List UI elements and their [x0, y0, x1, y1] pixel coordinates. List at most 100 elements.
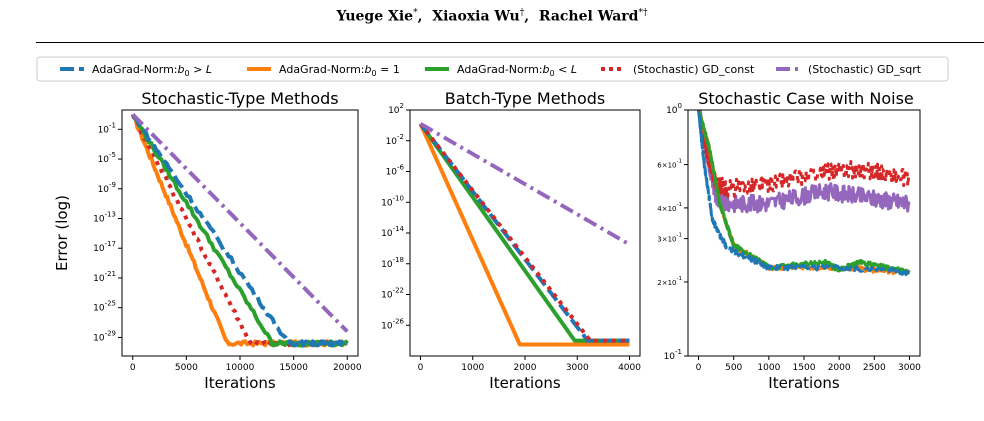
y-tick-label: 10-9: [98, 181, 116, 195]
y-tick-exponent: -22: [393, 287, 404, 295]
y-tick-label: 10-10: [381, 194, 404, 208]
x-tick-label: 2000: [828, 363, 851, 373]
figure-canvas: AdaGrad-Norm:b0 > L AdaGrad-Norm:b0 = 1 Ad…: [36, 56, 949, 392]
header-rule: [36, 42, 984, 43]
y-tick-mantissa: 10: [666, 106, 678, 116]
plot-frame: [687, 109, 921, 357]
x-tick-label: 1500: [793, 363, 816, 373]
y-tick-label: 3×10-1: [657, 233, 682, 244]
author-2-name: Xiaoxia Wu: [432, 8, 520, 25]
y-tick-exponent: -25: [105, 300, 116, 308]
y-tick-mantissa: 10: [93, 333, 105, 343]
legend: AdaGrad-Norm:b0 > L AdaGrad-Norm:b0 = 1 Ad…: [36, 56, 949, 82]
y-tick-mantissa: 10: [386, 137, 398, 147]
author-line: Yuege Xie*, Xiaoxia Wu†, Rachel Ward*†: [336, 8, 648, 25]
legend-math-rel: <: [555, 63, 571, 76]
legend-math-rel: >: [190, 63, 206, 76]
series-group: [418, 122, 631, 347]
y-tick-mantissa: 10: [386, 168, 398, 178]
author-1-mark: *: [413, 8, 418, 18]
y-tick-exponent: 2: [400, 102, 404, 110]
chart-panel-3: 0 500 1000 1500 2000 2500 3000Iterations1006×1…: [657, 89, 921, 392]
author-3-mark: *†: [638, 8, 648, 18]
x-tick-label: 15000: [279, 363, 308, 373]
author-1-name: Yuege Xie: [336, 8, 414, 25]
y-tick-mantissa: 10: [381, 291, 393, 301]
y-tick-label: 10-14: [381, 225, 404, 239]
x-axis-label: Iterations: [204, 374, 276, 392]
y-tick-label: 100: [666, 102, 682, 116]
author-3-name: Rachel Ward: [538, 8, 639, 25]
legend-label-2: AdaGrad-Norm:b0 = 1: [279, 63, 400, 78]
y-tick-exponent: -1: [677, 159, 682, 165]
series-line-2: [697, 110, 911, 199]
legend-label-text: (Stochastic) GD_sqrt: [808, 63, 922, 76]
y-tick-exponent: -5: [109, 151, 116, 159]
y-tick-exponent: -1: [675, 348, 682, 356]
legend-label-3: AdaGrad-Norm:b0 < L: [457, 63, 577, 78]
legend-math-var: b: [543, 63, 550, 76]
y-tick-exponent: -29: [105, 329, 116, 337]
y-tick-exponent: -1: [677, 202, 682, 208]
x-tick-label: 2500: [863, 363, 886, 373]
y-tick-label: 10-6: [386, 164, 405, 178]
y-tick-label: 6×10-1: [657, 159, 682, 170]
chart-title: Stochastic Case with Noise: [698, 89, 914, 108]
chart-title: Stochastic-Type Methods: [141, 89, 338, 108]
y-tick-mantissa: 10: [381, 260, 393, 270]
x-axis-label: Iterations: [768, 374, 840, 392]
legend-label-4: (Stochastic) GD_const: [633, 63, 755, 76]
series-line-5: [131, 113, 349, 333]
legend-label-text: AdaGrad-Norm:: [457, 63, 543, 76]
y-tick-mantissa: 10: [381, 229, 393, 239]
y-tick-exponent: -1: [677, 233, 682, 239]
y-tick-mantissa: 6×10: [657, 162, 676, 170]
y-tick-label: 10-29: [93, 329, 116, 343]
y-tick-exponent: -1: [677, 276, 682, 282]
y-tick-label: 10-5: [98, 151, 116, 165]
y-tick-exponent: -26: [393, 317, 405, 325]
y-tick-mantissa: 10: [93, 304, 105, 314]
author-2-mark: †: [519, 8, 525, 18]
y-tick-exponent: -10: [393, 194, 404, 202]
legend-math-sub: 0: [372, 69, 377, 78]
y-tick-exponent: -9: [109, 181, 116, 189]
y-tick-label: 10-1: [664, 348, 682, 362]
y-axis-label: Error (log): [53, 195, 71, 271]
y-tick-label: 10-13: [93, 211, 116, 225]
y-tick-exponent: -18: [393, 256, 404, 264]
y-tick-mantissa: 10: [381, 198, 393, 208]
y-tick-exponent: 0: [678, 102, 682, 110]
y-tick-mantissa: 10: [381, 321, 393, 331]
y-tick-exponent: -2: [397, 133, 404, 141]
y-tick-exponent: -6: [397, 164, 405, 172]
y-tick-label: 10-2: [386, 133, 404, 147]
legend-label-5: (Stochastic) GD_sqrt: [808, 63, 922, 76]
legend-math-rhs: L: [206, 63, 212, 76]
series-line-3: [418, 122, 630, 343]
legend-math-var: b: [178, 63, 185, 76]
x-tick-label: 0: [418, 363, 424, 373]
legend-math-sub: 0: [550, 69, 555, 78]
y-tick-exponent: -1: [109, 121, 116, 129]
legend-math-var: b: [365, 63, 372, 76]
y-tick-mantissa: 3×10: [657, 236, 676, 244]
legend-math-sub: 0: [185, 69, 190, 78]
y-tick-label: 4×10-1: [657, 202, 682, 213]
y-tick-label: 10-25: [93, 300, 116, 314]
series-line-5: [419, 122, 631, 247]
y-tick-mantissa: 10: [98, 155, 110, 165]
x-tick-label: 1000: [757, 363, 780, 373]
y-tick-label: 10-22: [381, 287, 404, 301]
y-tick-exponent: -14: [393, 225, 405, 233]
chart-title: Batch-Type Methods: [445, 89, 605, 108]
series-group: [697, 110, 911, 277]
y-tick-label: 102: [388, 102, 404, 116]
x-tick-label: 0: [130, 363, 136, 373]
x-tick-label: 0: [696, 363, 702, 373]
legend-math-rhs: 1: [393, 63, 400, 76]
plot-frame: [409, 109, 641, 357]
y-tick-mantissa: 2×10: [657, 279, 676, 287]
series-line-1: [697, 110, 911, 214]
x-axis-label: Iterations: [489, 374, 561, 392]
